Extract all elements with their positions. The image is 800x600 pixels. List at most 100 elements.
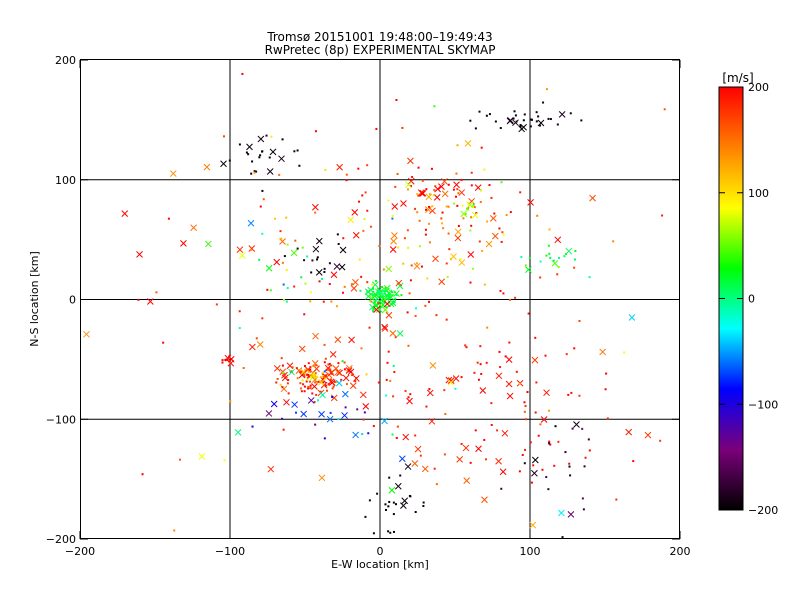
data-dot: [314, 372, 317, 375]
data-dot: [178, 458, 181, 461]
data-dot: [515, 370, 518, 373]
data-cross: [318, 378, 325, 386]
data-dot: [418, 245, 421, 248]
x-axis-ticks: −200 −100 0 100 200: [65, 60, 691, 558]
data-dot: [409, 185, 412, 188]
data-dot: [337, 362, 340, 365]
data-cross: [203, 163, 211, 171]
data-dot: [372, 310, 375, 313]
data-cross: [540, 416, 548, 423]
data-cross: [467, 251, 475, 258]
data-cross: [507, 117, 514, 124]
data-dot: [477, 378, 480, 381]
data-dot: [485, 458, 488, 461]
data-cross: [395, 279, 403, 287]
data-dot: [296, 377, 299, 380]
data-dot: [460, 376, 463, 379]
data-dot: [493, 212, 496, 215]
data-dot: [241, 72, 244, 75]
data-cross: [531, 469, 538, 477]
data-dot: [238, 310, 241, 313]
data-dot: [456, 204, 459, 207]
data-cross: [318, 474, 326, 482]
data-dot: [479, 363, 482, 366]
data-cross: [352, 231, 360, 239]
data-dot: [470, 224, 473, 227]
data-dot: [343, 368, 346, 371]
data-dot: [393, 370, 396, 373]
data-dot: [279, 230, 282, 233]
data-dot: [519, 124, 522, 127]
data-dot: [319, 390, 322, 393]
chart-title: Tromsø 20151001 19:48:00–19:49:43: [266, 30, 492, 44]
data-cross: [407, 177, 415, 185]
data-dot: [447, 205, 450, 208]
data-dot: [364, 191, 367, 194]
data-dot: [388, 500, 391, 503]
data-dot: [529, 125, 532, 128]
data-dot: [472, 203, 475, 206]
data-dot: [280, 237, 283, 240]
data-dot: [362, 418, 365, 421]
data-dot: [323, 267, 326, 270]
x-tick-label: 100: [520, 545, 541, 558]
data-dot: [470, 184, 473, 187]
data-cross: [414, 445, 422, 453]
data-dot: [472, 267, 475, 270]
data-dot: [305, 373, 308, 376]
data-dot: [578, 319, 581, 322]
data-dot: [285, 216, 288, 219]
data-dot: [571, 427, 574, 430]
data-dot: [478, 240, 481, 243]
data-cross: [456, 455, 464, 463]
data-cross: [589, 194, 596, 202]
data-dot: [259, 154, 262, 157]
data-dot: [408, 292, 411, 295]
data-dot: [557, 266, 560, 269]
data-dot: [389, 379, 392, 382]
data-dot: [421, 179, 424, 182]
data-dot: [428, 193, 431, 196]
data-dot: [307, 362, 310, 365]
data-cross: [257, 135, 265, 143]
data-dot: [324, 377, 327, 380]
data-cross: [481, 496, 488, 504]
data-dot: [299, 382, 302, 385]
data-cross: [506, 392, 514, 400]
data-dot: [242, 367, 245, 370]
data-dot: [388, 476, 391, 479]
data-dot: [582, 508, 585, 511]
data-dot: [528, 256, 531, 259]
data-dot: [580, 119, 583, 122]
data-cross: [394, 482, 402, 490]
data-dot: [378, 303, 381, 306]
data-dot: [464, 344, 467, 347]
data-dot: [414, 315, 417, 318]
data-dot: [530, 481, 533, 484]
data-dot: [442, 227, 445, 230]
data-dot: [395, 294, 398, 297]
data-dot: [392, 395, 395, 398]
data-dot: [392, 530, 395, 533]
data-cross: [404, 463, 412, 470]
data-cross: [383, 287, 390, 295]
data-dot: [435, 483, 438, 486]
data-dot: [323, 270, 326, 273]
data-cross: [352, 278, 359, 286]
data-dot: [311, 374, 314, 377]
data-dot: [391, 217, 394, 220]
data-cross: [558, 509, 565, 517]
data-dot: [573, 258, 576, 261]
data-dot: [330, 300, 333, 303]
data-dot: [460, 442, 463, 445]
data-dot: [471, 205, 474, 208]
data-dot: [335, 380, 338, 383]
data-dot: [399, 474, 402, 477]
data-dot: [500, 487, 503, 490]
data-dot: [587, 438, 590, 441]
data-cross: [425, 193, 433, 201]
data-dot: [238, 143, 241, 146]
data-dot: [365, 373, 368, 376]
data-dot: [532, 464, 535, 467]
data-dot: [570, 391, 573, 394]
